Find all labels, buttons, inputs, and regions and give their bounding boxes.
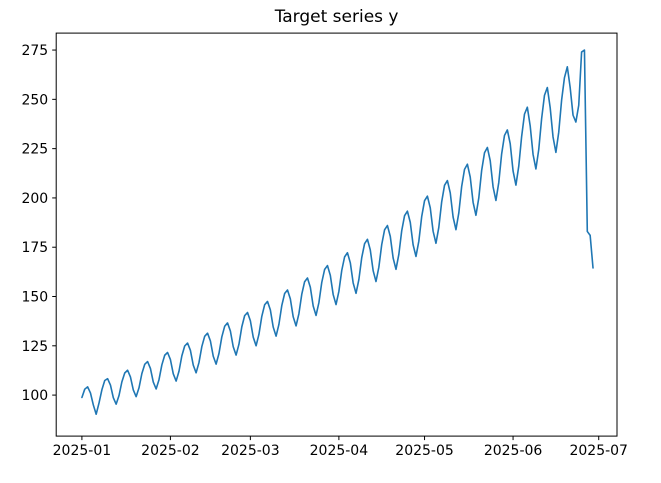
chart-title: Target series y xyxy=(274,7,399,27)
y-tick-label: 275 xyxy=(21,43,48,59)
y-tick-label: 225 xyxy=(21,142,48,158)
axes-spines xyxy=(55,32,618,437)
y-tick-label: 150 xyxy=(21,290,48,306)
x-tick-label: 2025-05 xyxy=(395,443,454,459)
y-tick-label: 250 xyxy=(21,92,48,108)
x-tick-label: 2025-06 xyxy=(484,443,543,459)
x-tick-label: 2025-03 xyxy=(221,443,280,459)
y-tick-label: 175 xyxy=(21,240,48,256)
y-axis-ticks: 100 125 150 175 200 225 250 275 xyxy=(21,43,57,404)
y-tick-label: 100 xyxy=(21,388,48,404)
x-axis-ticks: 2025-01 2025-02 2025-03 2025-04 2025-05 2025-… xyxy=(53,436,628,459)
x-tick-label: 2025-02 xyxy=(141,443,200,459)
series-line-y xyxy=(81,49,594,416)
y-tick-label: 125 xyxy=(21,339,48,355)
x-tick-label: 2025-04 xyxy=(310,443,369,459)
y-tick-label: 200 xyxy=(21,191,48,207)
x-tick-label: 2025-07 xyxy=(569,443,628,459)
x-tick-label: 2025-01 xyxy=(53,443,112,459)
